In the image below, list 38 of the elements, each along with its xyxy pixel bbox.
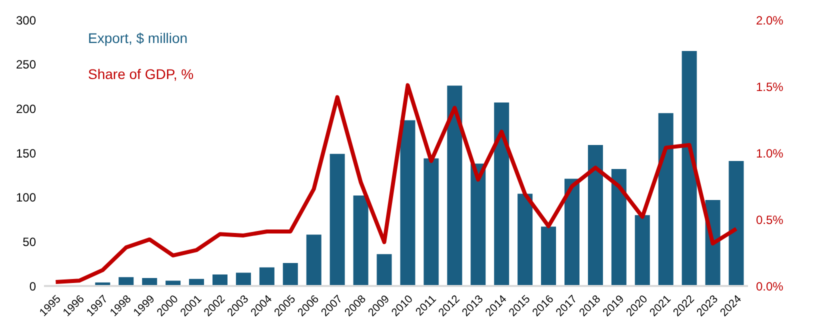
bar — [611, 168, 626, 286]
bar — [330, 154, 345, 286]
y2-tick-label: 0.0% — [756, 279, 784, 294]
text: Share of GDP, % — [88, 66, 194, 82]
y-tick-label: 50 — [22, 234, 36, 249]
bar — [282, 262, 298, 286]
bar — [728, 160, 744, 286]
bar — [353, 196, 368, 286]
bar — [588, 145, 603, 286]
bar — [212, 274, 228, 286]
bar — [541, 226, 556, 286]
bar — [682, 51, 697, 286]
bar — [376, 254, 392, 286]
y-tick-label: 0 — [29, 279, 36, 294]
bar — [634, 215, 650, 286]
y2-tick-label: 1.0% — [756, 146, 784, 160]
bar — [564, 178, 580, 286]
text: Export, $ million — [88, 30, 189, 46]
bar — [470, 164, 486, 286]
bar — [236, 272, 251, 286]
bar — [494, 102, 510, 286]
y2-tick-label: 0.5% — [756, 212, 784, 227]
line-series — [54, 83, 738, 284]
y-tick-label: 100 — [16, 190, 36, 205]
bar — [658, 113, 674, 286]
bar — [259, 267, 274, 286]
y-tick-label: 250 — [16, 58, 36, 72]
bar — [424, 158, 439, 286]
bar — [118, 277, 134, 286]
bar — [306, 234, 322, 286]
bar — [447, 86, 462, 286]
y2-tick-label: 2.0% — [756, 13, 784, 28]
bar — [518, 194, 533, 286]
y-tick-label: 200 — [16, 102, 36, 116]
y-tick-label: 150 — [16, 146, 36, 160]
y2-tick-label: 1.5% — [756, 80, 784, 94]
y-tick-label: 300 — [16, 13, 36, 28]
bar — [400, 120, 416, 286]
